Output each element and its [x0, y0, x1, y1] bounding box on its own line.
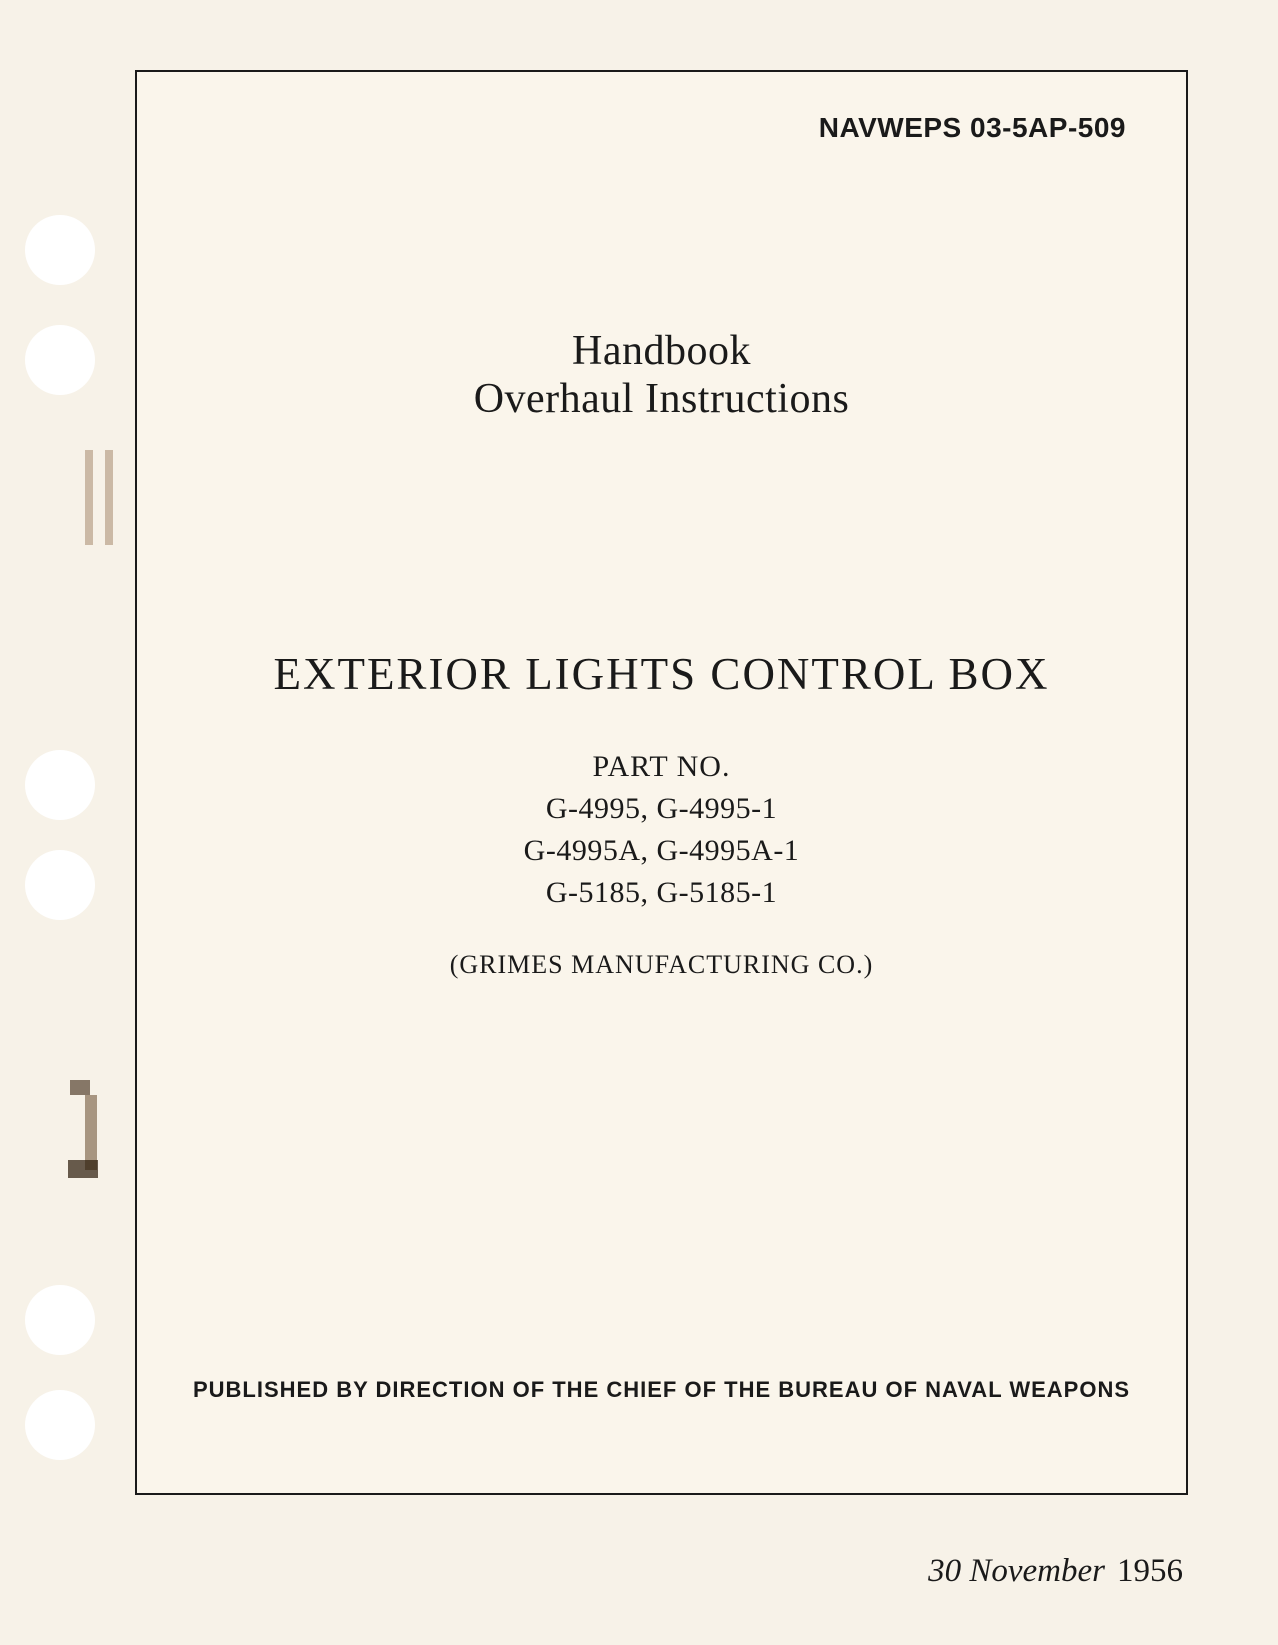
heading-line-1: Handbook	[197, 327, 1126, 375]
date-text: 30 November	[928, 1553, 1105, 1589]
punch-hole	[25, 325, 95, 395]
heading-block: Handbook Overhaul Instructions	[197, 327, 1126, 423]
punch-hole	[25, 215, 95, 285]
document-number: NAVWEPS 03-5AP-509	[819, 112, 1126, 144]
punch-hole	[25, 1285, 95, 1355]
page-mark	[105, 450, 113, 545]
content-frame: NAVWEPS 03-5AP-509 Handbook Overhaul Ins…	[135, 70, 1188, 1495]
page-mark	[85, 1095, 97, 1170]
publisher-line: PUBLISHED BY DIRECTION OF THE CHIEF OF T…	[137, 1377, 1186, 1403]
part-number-line: G-4995, G-4995-1	[197, 792, 1126, 826]
publication-date: 30 November 1956	[928, 1553, 1183, 1590]
part-number-line: G-5185, G-5185-1	[197, 876, 1126, 910]
date-year: 1956	[1117, 1553, 1183, 1589]
manufacturer: (GRIMES MANUFACTURING CO.)	[197, 950, 1126, 980]
punch-hole	[25, 1390, 95, 1460]
part-number-line: G-4995A, G-4995A-1	[197, 834, 1126, 868]
page-mark	[70, 1080, 90, 1095]
punch-hole	[25, 850, 95, 920]
punch-hole	[25, 750, 95, 820]
page-mark	[68, 1160, 98, 1178]
main-title: EXTERIOR LIGHTS CONTROL BOX	[197, 648, 1126, 700]
document-page: NAVWEPS 03-5AP-509 Handbook Overhaul Ins…	[0, 0, 1278, 1645]
title-block: EXTERIOR LIGHTS CONTROL BOX PART NO. G-4…	[197, 648, 1126, 980]
part-number-label: PART NO.	[197, 750, 1126, 784]
heading-line-2: Overhaul Instructions	[197, 375, 1126, 423]
page-mark	[85, 450, 93, 545]
